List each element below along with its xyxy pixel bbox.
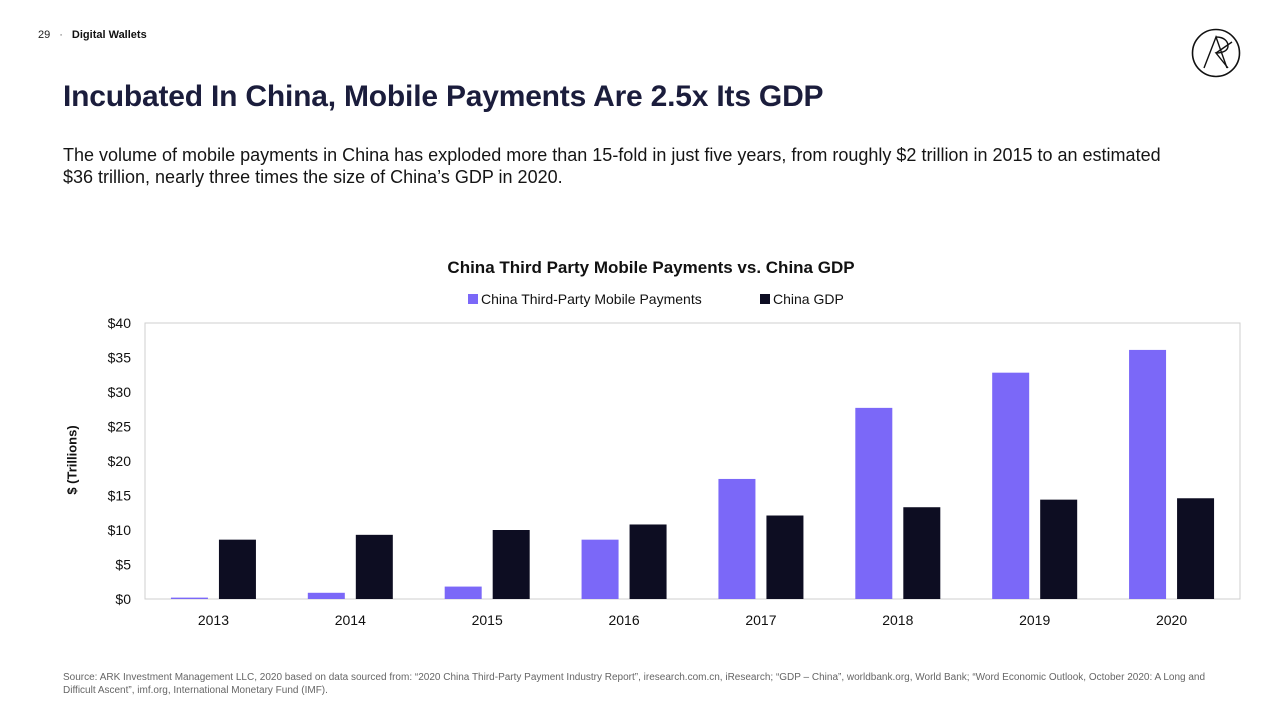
x-tick-label: 2018 <box>882 612 913 628</box>
y-tick-label: $30 <box>108 384 132 400</box>
x-tick-label: 2017 <box>745 612 776 628</box>
x-tick-label: 2019 <box>1019 612 1050 628</box>
bar-gdp <box>1177 498 1215 599</box>
ark-logo-icon <box>1191 28 1241 78</box>
y-tick-label: $40 <box>108 315 132 331</box>
x-tick-label: 2014 <box>335 612 366 628</box>
x-tick-label: 2013 <box>198 612 229 628</box>
page-subtitle: The volume of mobile payments in China h… <box>63 145 1161 187</box>
x-tick-label: 2020 <box>1156 612 1187 628</box>
bar-mobile-payments <box>1129 349 1167 599</box>
legend-item-mobile-payments: China Third-Party Mobile Payments <box>468 291 702 307</box>
page-number: 29 <box>38 29 51 41</box>
bar-gdp <box>218 539 256 599</box>
bar-mobile-payments <box>444 586 482 599</box>
legend-swatch-gdp <box>760 294 770 304</box>
page-header: 29 · Digital Wallets <box>38 29 147 41</box>
legend-item-gdp: China GDP <box>760 291 844 307</box>
bar-gdp <box>903 507 941 599</box>
plot-area-frame <box>144 322 1241 600</box>
y-tick-label: $20 <box>108 453 132 469</box>
chart-legend: China Third-Party Mobile Payments China … <box>0 291 1280 311</box>
x-tick-label: 2015 <box>472 612 503 628</box>
bar-mobile-payments <box>170 597 208 599</box>
page-title: Incubated In China, Mobile Payments Are … <box>63 80 824 113</box>
x-tick-label: 2016 <box>608 612 639 628</box>
y-tick-label: $10 <box>108 522 132 538</box>
header-separator: · <box>59 29 63 41</box>
y-tick-label: $35 <box>108 350 132 366</box>
source-note: Source: ARK Investment Management LLC, 2… <box>63 672 1206 696</box>
legend-swatch-mobile-payments <box>468 294 478 304</box>
bar-mobile-payments <box>581 539 619 599</box>
chart-title: China Third Party Mobile Payments vs. Ch… <box>447 258 855 277</box>
bar-mobile-payments <box>992 372 1030 599</box>
bar-gdp <box>629 524 667 599</box>
bar-mobile-payments <box>855 407 893 599</box>
bar-gdp <box>355 534 393 599</box>
bar-mobile-payments <box>307 592 345 599</box>
bar-gdp <box>766 515 804 599</box>
y-tick-label: $0 <box>115 591 131 607</box>
legend-label-mobile-payments: China Third-Party Mobile Payments <box>481 291 702 307</box>
legend-label-gdp: China GDP <box>773 291 844 307</box>
y-tick-label: $15 <box>108 488 132 504</box>
bar-mobile-payments <box>718 478 756 599</box>
section-name: Digital Wallets <box>71 29 147 41</box>
bar-gdp <box>1040 499 1078 599</box>
y-tick-label: $25 <box>108 419 132 435</box>
bar-gdp <box>492 530 530 599</box>
y-tick-label: $5 <box>115 557 131 573</box>
